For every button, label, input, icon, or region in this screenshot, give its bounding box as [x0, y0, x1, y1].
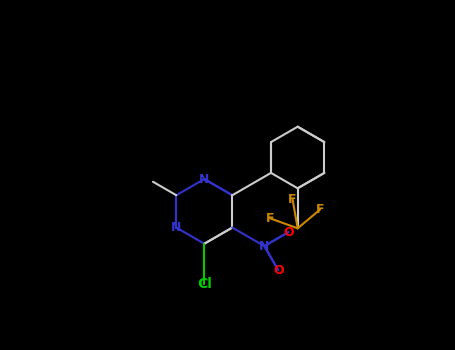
Text: Cl: Cl [197, 277, 212, 291]
Text: F: F [266, 212, 274, 225]
Text: N: N [171, 221, 182, 234]
Text: N: N [199, 173, 209, 186]
Text: F: F [288, 193, 297, 206]
Text: O: O [283, 226, 293, 239]
Text: F: F [316, 203, 324, 216]
Text: N: N [259, 239, 269, 253]
Text: O: O [273, 264, 283, 276]
